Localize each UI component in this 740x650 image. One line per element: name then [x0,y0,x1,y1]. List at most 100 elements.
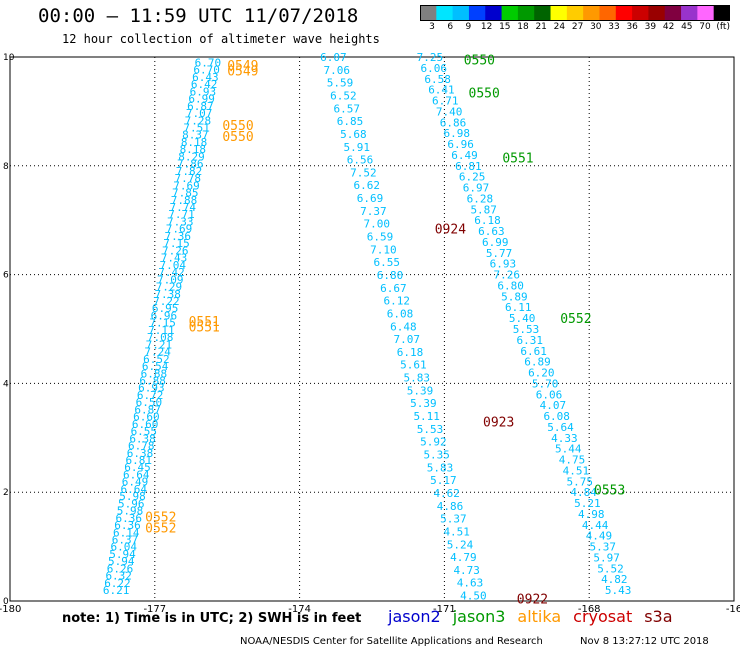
wave-height-value: 6.45 [124,461,151,474]
wave-height-value: 5.83 [403,372,430,385]
wave-height-value: 6.64 [121,483,148,496]
wave-height-value: 6.25 [459,171,486,184]
wave-height-value: 8.18 [180,143,207,156]
color-scale-label: 36 [626,22,638,32]
wave-height-value: 7.09 [157,273,184,286]
y-tick-label: 0 [3,597,9,607]
wave-height-value: 7.26 [162,244,189,257]
wave-height-value: 7.52 [350,166,377,179]
color-swatch [452,5,470,21]
color-swatch [468,5,486,21]
pass-time-label: 0550 [464,54,495,69]
wave-height-value: 6.81 [455,160,482,173]
legend-cryosat: cryosat [573,607,633,626]
pass-time-label: 0549 [227,65,258,80]
wave-height-value: 7.11 [148,324,175,337]
y-tick-label: 6 [3,271,9,281]
wave-height-value: 6.49 [122,476,149,489]
wave-height-value: 7.04 [159,259,186,272]
wave-height-value: 6.59 [367,231,394,244]
x-tick-label: -180 [0,604,21,615]
wave-height-value: 7.88 [171,194,198,207]
wave-height-value: 6.08 [543,410,570,423]
pass-time-label: 0922 [517,592,548,607]
wave-height-value: 6.14 [113,526,140,539]
wave-height-value: 8.29 [178,150,205,163]
wave-height-value: 4.98 [578,508,605,521]
wave-height-value: 5.70 [532,377,559,390]
wave-height-value: 7.06 [323,64,350,77]
pass-time-label: 0551 [189,315,220,330]
satellite-legend: jason2 jason3 altika cryosat s3a [388,607,685,626]
color-scale-label: 21 [535,22,547,32]
page-subtitle: 12 hour collection of altimeter wave hei… [62,32,380,46]
wave-height-value: 5.35 [423,449,450,462]
wave-height-value: 5.92 [420,436,447,449]
wave-height-value: 6.97 [463,182,490,195]
color-scale-label: 33 [608,22,620,32]
wave-height-value: 7.85 [172,187,199,200]
wave-height-value: 6.06 [421,62,448,75]
wave-height-value: 6.93 [138,382,165,395]
wave-height-value: 7.82 [176,165,203,178]
wave-height-value: 4.49 [586,530,613,543]
y-tick-label: 10 [3,53,15,63]
pass-time-label: 0551 [502,152,533,167]
wave-height-value: 6.11 [505,301,532,314]
wave-height-value: 6.32 [105,570,132,583]
wave-height-value: 5.24 [447,538,474,551]
wave-height-value: 5.98 [117,505,144,518]
y-tick-label: 8 [3,162,9,172]
wave-height-value: 6.99 [188,93,215,106]
wave-height-value: 6.18 [397,346,424,359]
wave-height-value: 7.28 [185,114,212,127]
wave-height-value: 6.89 [524,356,551,369]
wave-height-value: 6.55 [131,425,158,438]
color-swatch [550,5,568,21]
wave-height-value: 5.97 [593,551,620,564]
color-scale-label: 9 [465,22,472,32]
pass-time-label: 0551 [189,320,220,335]
wave-height-value: 6.87 [187,100,214,113]
wave-height-value: 4.50 [460,590,487,603]
wave-height-value: 6.41 [428,84,455,97]
wave-height-value: 6.43 [192,71,219,84]
wave-height-value: 5.11 [413,410,440,423]
wave-height-value: 5.44 [555,443,582,456]
legend-jason2: jason2 [388,607,441,626]
wave-height-value: 4.82 [601,573,628,586]
wave-height-value: 7.08 [147,331,174,344]
wave-height-value: 4.33 [551,432,578,445]
wave-height-value: 5.39 [407,384,434,397]
color-swatch [664,5,682,21]
wave-height-value: 6.06 [536,388,563,401]
wave-height-value: 6.37 [112,534,139,547]
color-scale-label: 6 [447,22,454,32]
wave-height-value: 4.79 [450,551,477,564]
wave-height-value: 7.37 [360,205,387,218]
pass-time-label: 0552 [145,522,176,537]
x-tick-label: -174 [288,604,311,615]
wave-height-value: 7.69 [173,179,200,192]
color-swatch [583,5,600,21]
wave-height-plot: -180 -177 -174 -171 -168 -1602468106.216.226.… [0,51,740,615]
color-scale-label: 12 [480,22,493,32]
wave-height-value: 6.38 [129,432,156,445]
wave-height-value: 6.93 [490,258,517,271]
wave-height-value: 7.86 [177,158,204,171]
wave-height-value: 6.08 [387,307,414,320]
wave-height-value: 7.40 [436,105,463,118]
wave-height-value: 6.85 [337,115,364,128]
wave-height-value: 6.99 [482,236,509,249]
wave-height-value: 6.93 [190,85,217,98]
wave-height-value: 6.07 [320,51,347,64]
wave-height-value: 5.37 [590,541,617,554]
color-swatch [517,5,535,21]
wave-height-value: 6.56 [347,154,374,167]
x-tick-label: -171 [433,604,456,615]
wave-height-value: 5.17 [430,474,457,487]
wave-height-value: 6.20 [528,367,555,380]
wave-height-value: 7.07 [186,107,213,120]
wave-height-value: 5.89 [501,290,528,303]
wave-height-value: 7.21 [146,338,173,351]
